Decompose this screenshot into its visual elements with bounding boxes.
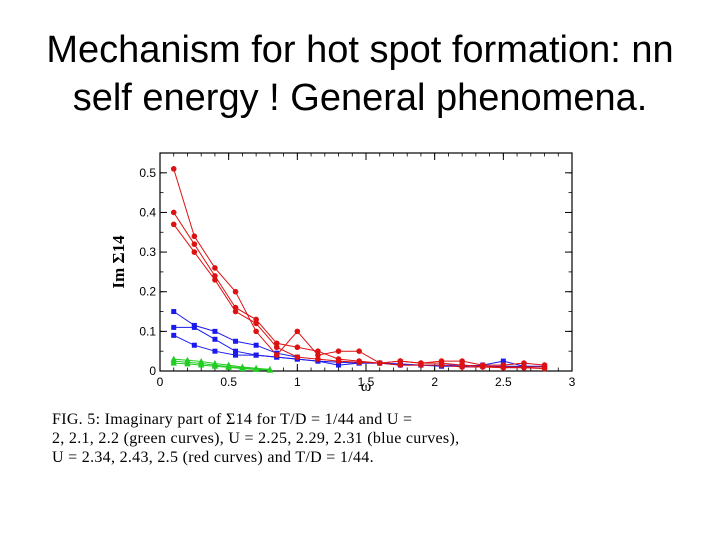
- data-point: [459, 362, 465, 368]
- data-point: [315, 352, 321, 358]
- x-tick-label: 2: [431, 375, 438, 389]
- data-point: [233, 352, 239, 358]
- y-tick-labels: 0 0.1 0.2 0.3 0.4 0.5: [139, 166, 156, 378]
- data-point: [253, 342, 259, 348]
- data-point: [294, 354, 301, 360]
- series-red-8: [170, 166, 548, 368]
- series-line: [173, 212, 545, 368]
- series-line: [173, 168, 545, 366]
- series-line: [173, 358, 270, 370]
- data-point: [171, 324, 177, 330]
- data-point: [356, 358, 362, 364]
- data-point: [315, 348, 321, 354]
- series-group: [170, 166, 548, 373]
- y-tick-label: 0.2: [139, 285, 156, 299]
- slide-title-line-2: self energy ! General phenomena.: [72, 77, 648, 119]
- data-point: [171, 332, 177, 338]
- data-point: [233, 348, 239, 354]
- data-point: [459, 358, 465, 364]
- data-point: [500, 358, 506, 364]
- caption-line-2: 2, 2.1, 2.2 (green curves), U = 2.25, 2.…: [52, 430, 460, 447]
- data-point: [212, 265, 218, 271]
- data-point: [294, 328, 301, 335]
- data-point: [253, 320, 259, 327]
- data-point: [212, 336, 218, 342]
- data-point: [170, 209, 177, 216]
- data-point: [376, 360, 383, 366]
- series-green-2: [170, 355, 274, 372]
- data-point: [212, 273, 218, 279]
- data-point: [212, 328, 218, 334]
- y-axis-label: Im Σ14: [109, 235, 128, 289]
- data-point: [170, 355, 177, 362]
- data-point: [336, 362, 342, 368]
- data-point: [315, 356, 321, 362]
- data-point: [273, 344, 280, 351]
- slide-title: Mechanism for hot spot formation: nn sel…: [0, 26, 720, 122]
- data-point: [335, 356, 342, 362]
- data-point: [500, 362, 507, 368]
- data-point: [266, 365, 274, 372]
- data-point: [521, 360, 527, 366]
- x-tick-label: 1: [294, 375, 301, 389]
- data-point: [170, 166, 177, 172]
- data-point: [253, 328, 259, 335]
- data-point: [253, 352, 259, 358]
- plot-frame: [159, 152, 573, 372]
- data-point: [294, 344, 301, 351]
- data-point: [233, 338, 239, 344]
- figure-caption: FIG. 5: Imaginary part of Σ14 for T/D = …: [52, 410, 652, 467]
- y-tick-label: 0: [149, 364, 156, 378]
- data-point: [521, 364, 527, 370]
- data-point: [191, 233, 198, 240]
- data-point: [397, 362, 404, 368]
- data-point: [356, 348, 362, 354]
- y-tick-label: 0.4: [139, 205, 156, 219]
- data-point: [252, 364, 260, 371]
- data-point: [273, 340, 280, 347]
- axis-ticks: [159, 152, 573, 372]
- data-point: [232, 304, 239, 311]
- data-point: [191, 322, 197, 328]
- data-point: [191, 342, 197, 348]
- x-tick-label: 1.5: [358, 375, 375, 389]
- data-point: [170, 221, 177, 228]
- self-energy-chart: 0 0.5 1 1.5 2 2.5 3 0 0.1 0.2 0.3 0.4 0.5 ω Im Σ14: [109, 152, 576, 395]
- x-tick-label: 3: [569, 375, 576, 389]
- data-point: [335, 348, 342, 354]
- series-red-7: [170, 209, 548, 370]
- data-point: [239, 363, 246, 370]
- data-point: [171, 309, 177, 315]
- data-point: [211, 359, 219, 366]
- data-point: [273, 352, 280, 358]
- y-tick-label: 0.1: [139, 324, 156, 338]
- caption-line-1: FIG. 5: Imaginary part of Σ14 for T/D = …: [52, 411, 413, 428]
- data-point: [541, 362, 548, 368]
- data-point: [232, 308, 239, 315]
- data-point: [212, 348, 218, 354]
- y-tick-label: 0.5: [139, 166, 156, 180]
- x-axis-label: ω: [361, 378, 372, 395]
- series-line: [173, 224, 545, 370]
- data-point: [191, 249, 198, 255]
- data-point: [438, 358, 445, 364]
- data-point: [232, 288, 239, 295]
- slide-title-line-1: Mechanism for hot spot formation: nn: [46, 29, 674, 71]
- x-tick-label: 0: [157, 375, 164, 389]
- data-point: [418, 360, 424, 366]
- caption-line-3: U = 2.34, 2.43, 2.5 (red curves) and T/D…: [52, 449, 374, 466]
- data-point: [184, 356, 191, 363]
- data-point: [253, 316, 259, 323]
- x-tick-label: 0.5: [220, 375, 237, 389]
- x-tick-labels: 0 0.5 1 1.5 2 2.5 3: [157, 375, 576, 389]
- y-tick-label: 0.3: [139, 245, 156, 259]
- data-point: [397, 358, 404, 364]
- data-point: [198, 357, 205, 364]
- data-point: [191, 241, 198, 247]
- x-tick-label: 2.5: [495, 375, 512, 389]
- data-point: [225, 361, 232, 368]
- data-point: [479, 362, 486, 368]
